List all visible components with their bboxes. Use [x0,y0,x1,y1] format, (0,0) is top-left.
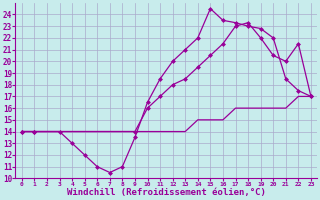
X-axis label: Windchill (Refroidissement éolien,°C): Windchill (Refroidissement éolien,°C) [67,188,266,197]
